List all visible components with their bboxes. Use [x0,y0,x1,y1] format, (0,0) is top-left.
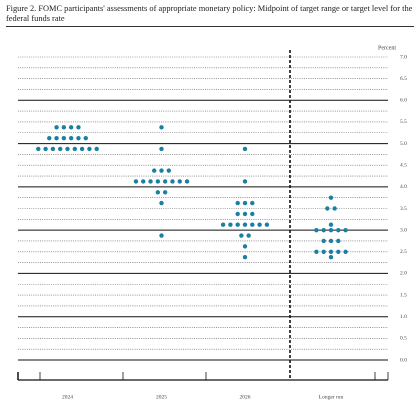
dot [61,135,67,141]
dot [328,227,334,233]
dot [228,222,233,227]
dot [61,125,67,130]
dot [159,125,164,130]
dot [79,146,85,152]
dot [343,249,348,254]
dot [87,146,92,152]
dot [36,146,41,152]
dot [159,200,164,206]
dot [336,238,341,244]
chart-title: Figure 2. FOMC participants' assessments… [6,4,414,27]
x-tick-label: 2024 [62,394,73,400]
dot [72,146,78,152]
dot [321,227,326,233]
dot [264,222,270,227]
dot [246,233,251,238]
dot [242,254,248,260]
x-tick-label: Longer run [319,394,344,400]
dot [235,200,240,206]
y-tick-label: 4.5 [400,162,407,168]
y-tick-label: 1.0 [400,314,407,320]
x-tick-label: 2025 [156,394,167,400]
dot [162,190,168,195]
y-tick-label: 6.0 [400,98,407,104]
dot [242,146,248,152]
x-tick-label: 2026 [240,394,251,400]
dot [242,222,248,227]
dot [220,222,226,227]
dot [43,146,48,152]
y-tick-label: 4.0 [400,184,407,190]
dot [343,227,348,233]
dot [47,135,52,141]
dot [159,146,164,152]
y-tick-label: 6.5 [400,76,407,82]
dot [159,168,164,173]
dot [242,211,248,217]
dot [83,135,88,141]
dot [76,125,81,130]
dot [54,125,59,130]
dot [242,200,248,206]
dot [314,227,319,233]
y-tick-label: 1.5 [400,292,407,298]
dot [336,249,341,254]
y-tick-label: 3.0 [400,227,407,233]
dot [235,222,240,227]
dot [321,238,326,244]
dot [159,233,164,238]
dot [250,211,255,217]
y-axis-label: Percent [378,45,396,51]
dot [155,179,161,184]
dot [68,135,74,141]
dot [166,168,171,173]
dot [141,179,146,184]
y-tick-label: 0.5 [400,336,407,342]
dot [65,146,70,152]
dot [325,206,330,211]
dot [177,179,182,184]
dot [328,238,334,244]
dot [328,249,334,254]
dot [94,146,99,152]
dot [155,190,161,195]
dot [328,222,334,227]
y-tick-label: 3.5 [400,206,407,212]
dot [239,233,244,238]
y-tick-label: 2.5 [400,249,407,255]
y-tick-label: 5.5 [400,119,407,125]
dot [242,179,248,184]
dot [332,206,337,211]
dot [68,125,74,130]
dot [242,244,248,249]
dot [184,179,190,184]
dot [58,146,63,152]
dot [250,200,255,206]
dot [336,227,341,233]
y-tick-label: 7.0 [400,54,407,60]
dot [257,222,262,227]
dot [148,179,153,184]
y-tick-label: 5.0 [400,141,407,147]
dot [321,249,326,254]
dot [54,135,59,141]
dot [314,249,319,254]
dot [170,179,175,184]
y-tick-label: 2.0 [400,271,407,277]
dot [235,211,240,217]
y-tick-label: 0.0 [400,357,407,363]
dot [328,195,334,200]
dot [250,222,255,227]
dot [328,254,334,260]
dot [162,179,168,184]
dot [133,179,139,184]
dot [50,146,56,152]
dot [76,135,81,141]
dot [152,168,157,173]
